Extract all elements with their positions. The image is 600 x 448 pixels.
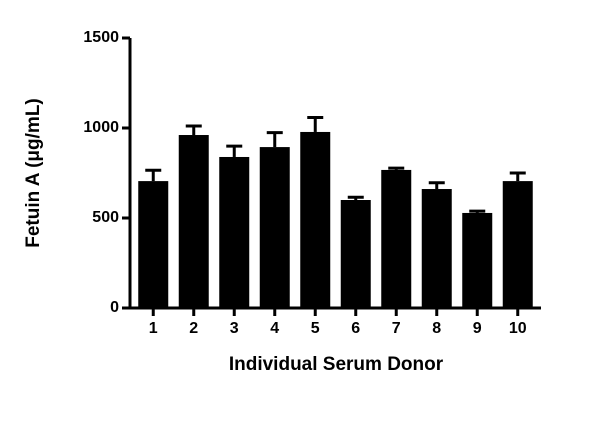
bar — [259, 147, 290, 308]
y-axis-title: Fetuin A (μg/mL) — [23, 98, 44, 248]
bar — [502, 181, 533, 308]
bar — [462, 212, 493, 308]
bar — [340, 200, 371, 308]
x-tick-label: 2 — [189, 320, 198, 337]
x-tick-label: 10 — [509, 320, 527, 337]
x-tick-label: 6 — [351, 320, 360, 337]
y-tick-label: 1500 — [83, 29, 119, 46]
x-tick-label: 4 — [270, 320, 279, 337]
bar — [178, 135, 209, 308]
bar — [219, 156, 250, 308]
bar — [381, 169, 412, 308]
y-tick-label: 1000 — [83, 119, 119, 136]
x-tick-label: 1 — [149, 320, 158, 337]
bar — [300, 131, 331, 308]
x-tick-label: 8 — [432, 320, 441, 337]
x-axis-title: Individual Serum Donor — [229, 354, 444, 375]
x-tick-label: 3 — [230, 320, 239, 337]
bar — [138, 181, 169, 308]
x-tick-label: 7 — [392, 320, 401, 337]
y-tick-label: 0 — [110, 299, 119, 316]
bar — [421, 189, 452, 308]
x-tick-label: 5 — [311, 320, 320, 337]
y-tick-label: 500 — [92, 209, 119, 226]
x-tick-label: 9 — [473, 320, 482, 337]
